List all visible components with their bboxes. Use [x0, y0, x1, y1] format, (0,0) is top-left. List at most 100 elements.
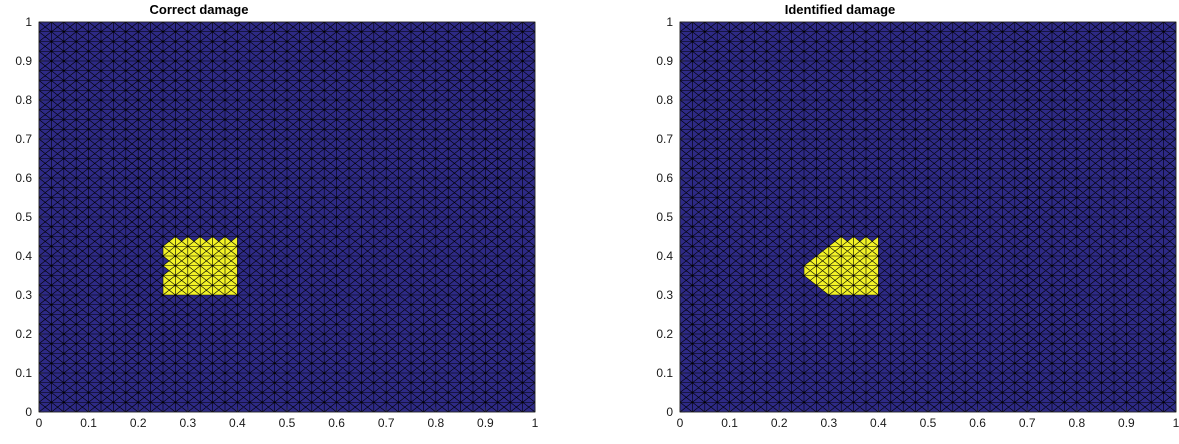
x-tick-label: 0.4 — [229, 416, 246, 430]
damaged-element — [816, 285, 829, 291]
damaged-element — [181, 275, 188, 286]
x-tick-label: 0.1 — [721, 416, 738, 430]
damaged-element — [816, 275, 823, 286]
damaged-element — [175, 285, 182, 295]
damaged-element — [225, 251, 238, 256]
damaged-element — [194, 275, 201, 286]
damaged-element — [194, 265, 201, 276]
damaged-element — [218, 265, 225, 276]
damaged-element — [822, 275, 829, 286]
damaged-element — [175, 285, 188, 291]
damaged-element — [206, 256, 213, 266]
damaged-element — [212, 260, 225, 266]
damaged-element — [175, 246, 188, 252]
x-tick-label: 0.6 — [969, 416, 986, 430]
damaged-element — [225, 280, 238, 286]
damaged-element — [163, 285, 176, 291]
damaged-element — [212, 285, 219, 295]
damaged-element — [804, 265, 811, 276]
damaged-element — [169, 256, 176, 266]
damaged-element — [828, 251, 842, 256]
damaged-element — [163, 265, 176, 271]
damaged-element — [200, 280, 213, 286]
damaged-element — [212, 290, 225, 295]
damaged-element — [218, 285, 225, 295]
damaged-element — [187, 236, 194, 247]
damaged-element — [225, 290, 238, 295]
damaged-element — [187, 251, 201, 256]
damaged-element — [212, 280, 225, 286]
damaged-element — [853, 285, 860, 295]
damaged-element — [175, 280, 188, 286]
damaged-element — [212, 241, 225, 247]
damaged-element — [841, 260, 854, 266]
y-tick-label: 0.7 — [656, 132, 673, 146]
damaged-element — [828, 246, 835, 256]
damaged-element — [859, 236, 866, 247]
y-tick-label: 0.2 — [15, 327, 32, 341]
damaged-element — [853, 270, 866, 276]
damaged-element — [841, 246, 848, 256]
damaged-element — [200, 285, 207, 295]
damaged-element — [866, 265, 873, 276]
damaged-element — [163, 241, 176, 247]
x-tick-label: 0 — [677, 416, 684, 430]
y-tick-label: 0 — [25, 405, 32, 419]
damaged-element — [866, 290, 879, 295]
damaged-element — [181, 285, 188, 295]
damaged-element — [853, 246, 860, 256]
y-tick-label: 0.3 — [15, 288, 32, 302]
damaged-element — [828, 270, 842, 276]
damaged-element — [200, 256, 213, 261]
damaged-element — [853, 285, 866, 291]
damaged-element — [175, 290, 188, 295]
damaged-element — [866, 275, 879, 281]
damaged-element — [225, 265, 232, 276]
damaged-element — [225, 270, 238, 276]
damaged-element — [200, 241, 213, 247]
damaged-element — [187, 285, 201, 291]
x-tick-label: 0 — [36, 416, 43, 430]
damaged-element — [804, 265, 817, 271]
damaged-element — [828, 256, 835, 266]
damaged-element — [859, 265, 866, 276]
damaged-element — [225, 241, 238, 247]
damaged-element — [841, 285, 848, 295]
x-tick-label: 0.7 — [1019, 416, 1036, 430]
damaged-element — [847, 236, 854, 247]
damaged-element — [200, 246, 213, 252]
x-tick-label: 0.3 — [820, 416, 837, 430]
y-tick-label: 0.5 — [656, 210, 673, 224]
damaged-element — [212, 256, 219, 266]
panel-title: Correct damage — [150, 2, 249, 17]
damaged-element — [163, 246, 176, 252]
damaged-element — [200, 236, 207, 247]
damaged-element — [212, 275, 225, 281]
damaged-element — [225, 285, 238, 291]
damaged-element — [847, 275, 854, 286]
damaged-element — [218, 275, 225, 286]
damaged-element — [847, 285, 854, 295]
y-tick-label: 0.9 — [656, 54, 673, 68]
damaged-element — [181, 236, 188, 247]
damaged-element — [225, 275, 238, 281]
damaged-element — [175, 260, 188, 266]
damaged-element — [866, 256, 873, 266]
x-tick-label: 0.1 — [80, 416, 97, 430]
damaged-element — [841, 290, 854, 295]
damaged-element — [828, 285, 835, 295]
damaged-element — [841, 256, 854, 261]
damaged-element — [212, 251, 225, 256]
damaged-element — [163, 246, 170, 256]
damaged-element — [225, 256, 232, 266]
damaged-element — [218, 256, 225, 266]
y-tick-label: 0.2 — [656, 327, 673, 341]
damaged-element — [200, 265, 207, 276]
damaged-element — [218, 236, 225, 247]
damaged-element — [853, 256, 866, 261]
damaged-element — [872, 285, 879, 295]
damaged-element — [169, 236, 176, 247]
x-tick-label: 0.8 — [1068, 416, 1085, 430]
damaged-element — [866, 241, 879, 247]
damaged-element — [841, 236, 848, 247]
